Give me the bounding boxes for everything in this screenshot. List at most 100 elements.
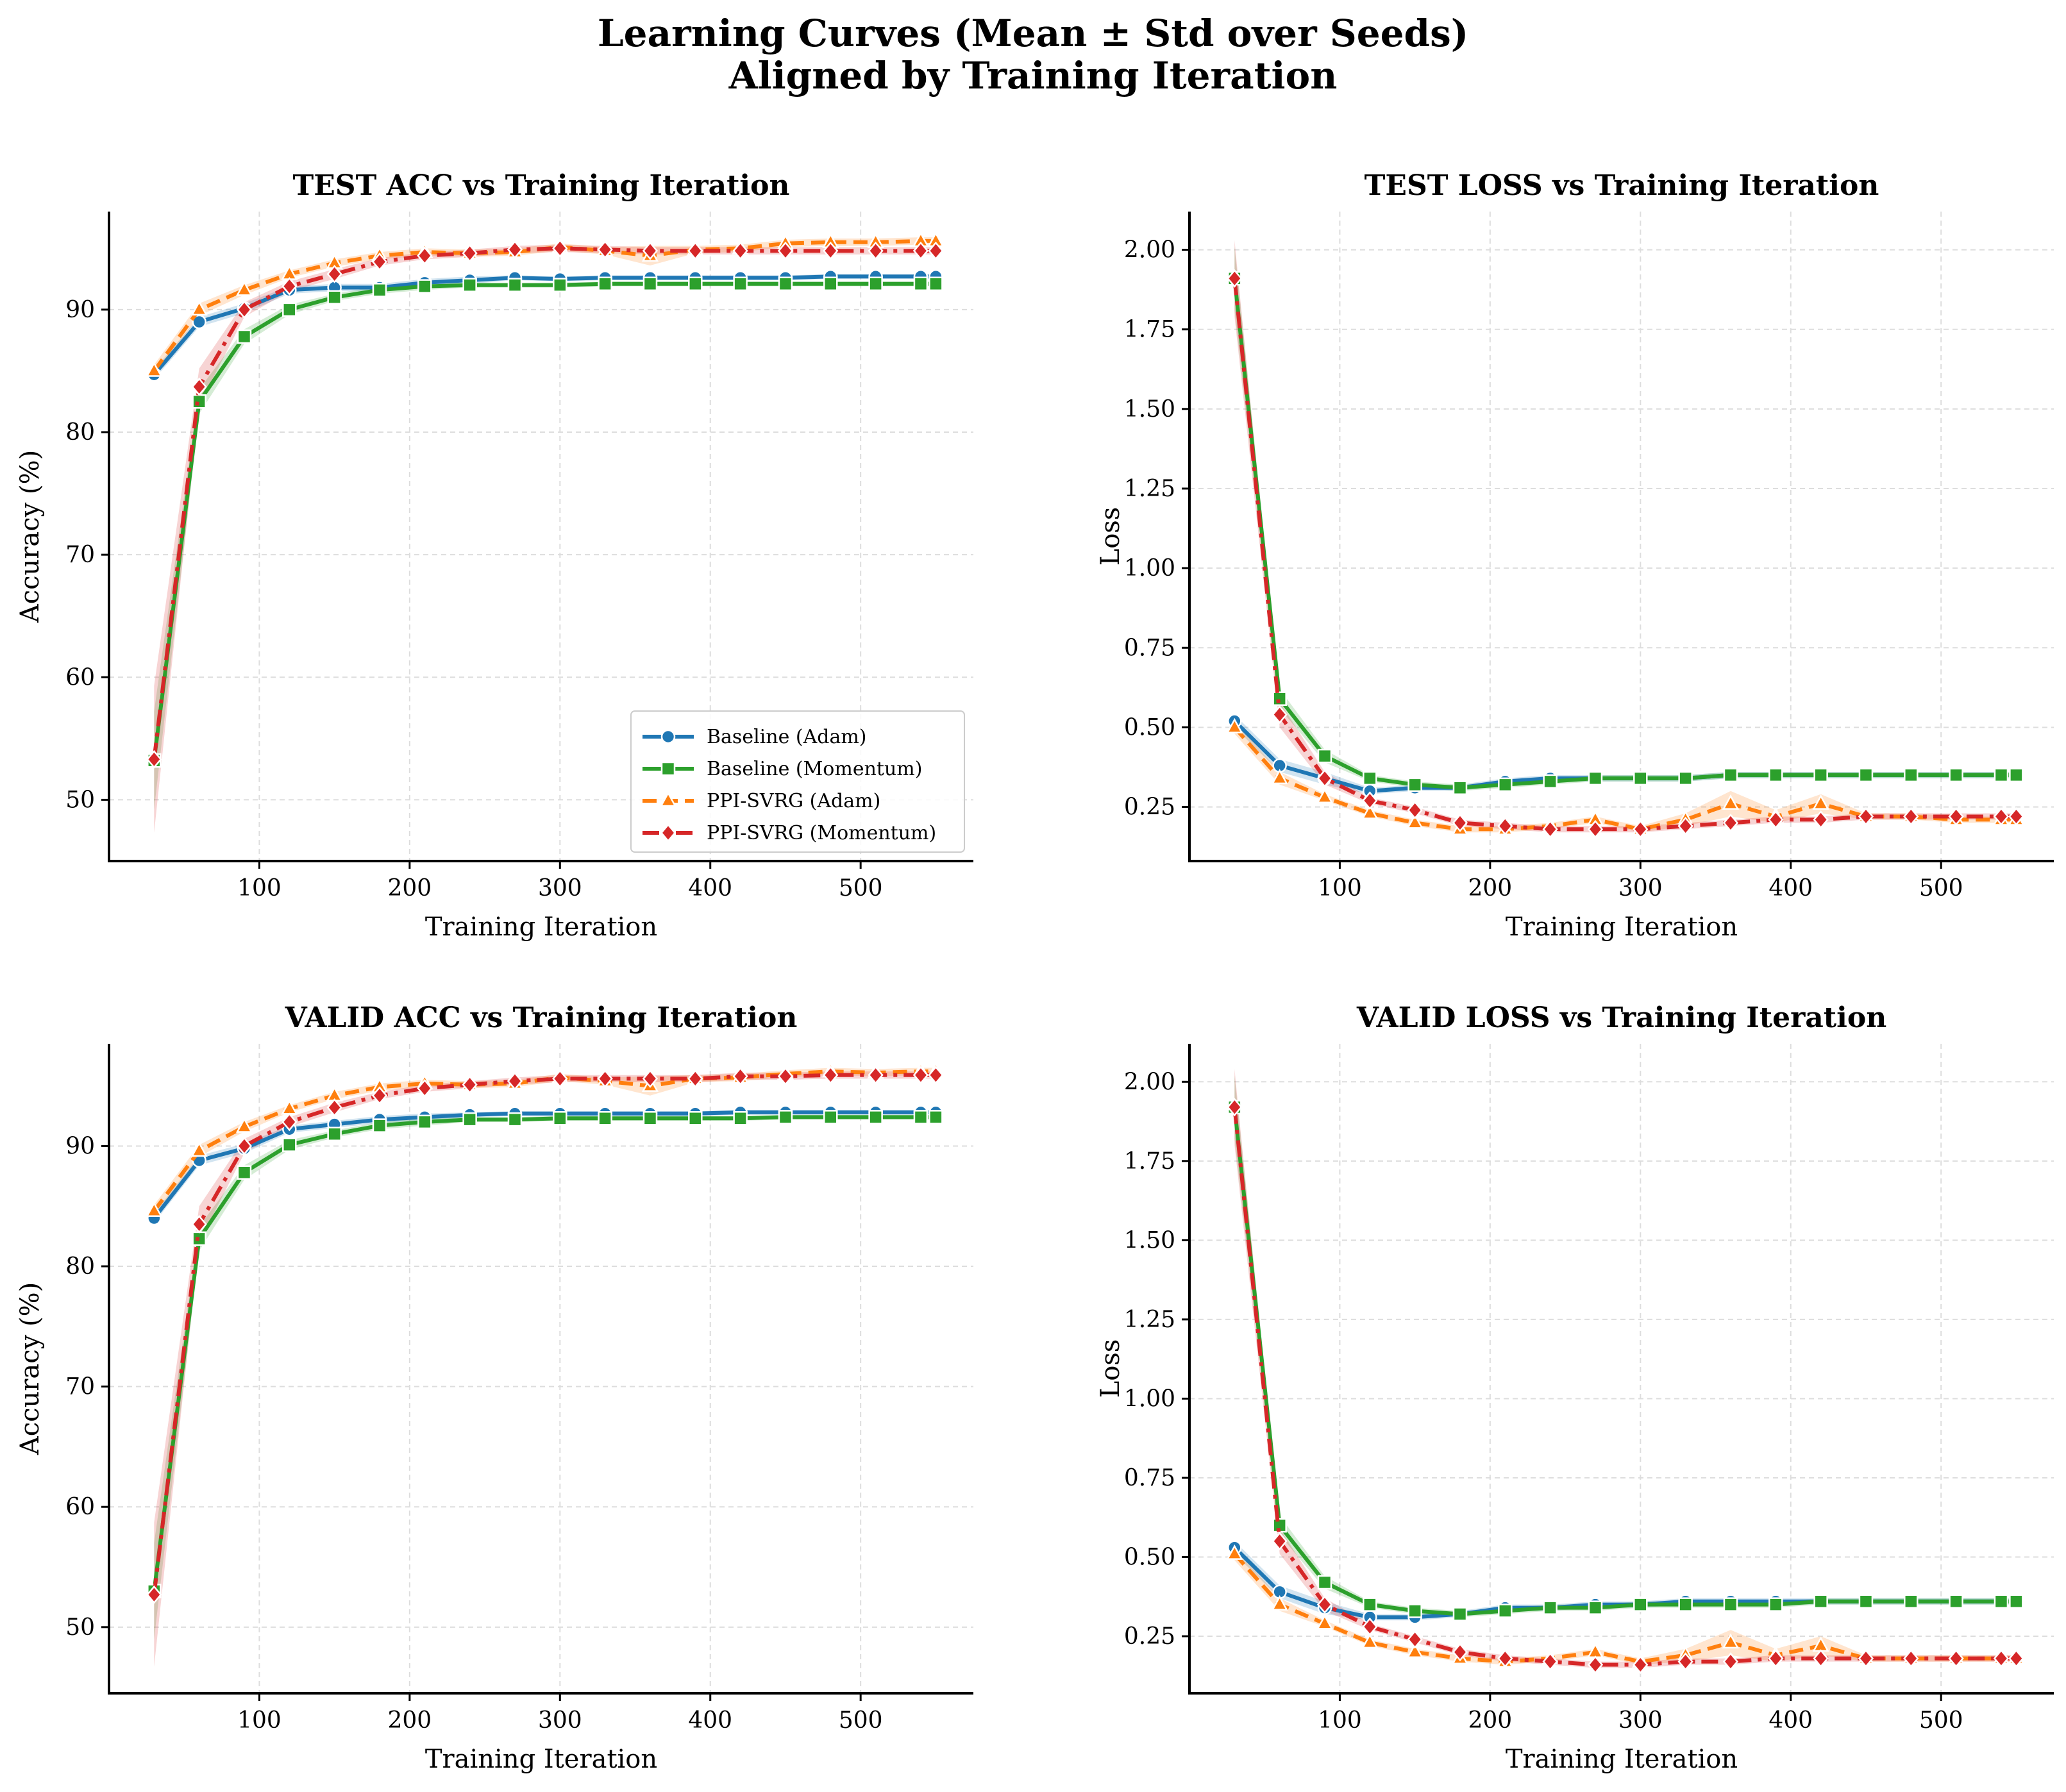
data-point-baseline-momentum <box>688 1111 703 1126</box>
data-point-ppi-svrg-adam <box>1722 794 1740 810</box>
series-baseline-momentum <box>1227 1100 2024 1621</box>
data-point-baseline-momentum <box>462 1112 477 1127</box>
y-tick-label: 1.75 <box>1124 317 1175 343</box>
y-tick-label: 1.75 <box>1124 1148 1175 1175</box>
x-tick-label: 300 <box>1618 1707 1663 1734</box>
panel-test-acc: 100 200 300 400 500 50 60 70 80 90 TEST ACC vs Tra… <box>15 169 973 942</box>
data-point-baseline-momentum <box>1407 777 1422 792</box>
data-point-baseline-momentum <box>1813 1594 1828 1609</box>
panel-title: TEST ACC vs Training Iteration <box>293 169 790 202</box>
data-point-ppi-svrg-adam <box>1812 794 1829 810</box>
data-point-ppi-svrg-momentum <box>868 1066 884 1085</box>
data-point-ppi-svrg-momentum <box>823 1066 839 1085</box>
data-point-baseline-momentum <box>1543 1600 1558 1615</box>
x-tick-label: 400 <box>1768 1707 1813 1734</box>
data-point-baseline-momentum <box>733 1111 748 1126</box>
data-point-ppi-svrg-adam <box>1406 1643 1424 1659</box>
data-point-ppi-svrg-momentum <box>777 1067 794 1086</box>
data-point-ppi-svrg-momentum <box>732 1067 748 1086</box>
data-point-baseline-momentum <box>1363 771 1377 786</box>
data-point-baseline-momentum <box>778 1110 793 1125</box>
y-tick-label: 0.50 <box>1124 714 1175 741</box>
data-point-baseline-momentum <box>598 276 612 292</box>
data-point-baseline-momentum <box>282 1137 297 1152</box>
data-point-baseline-momentum <box>1858 1594 1874 1609</box>
data-point-ppi-svrg-momentum <box>1542 1652 1558 1671</box>
data-point-ppi-svrg-momentum <box>1813 1649 1829 1668</box>
data-point-ppi-svrg-momentum <box>687 241 703 260</box>
data-point-baseline-momentum <box>1904 1594 1919 1609</box>
x-tick-label: 100 <box>1318 875 1362 901</box>
data-point-ppi-svrg-momentum <box>1813 810 1829 829</box>
data-point-baseline-momentum <box>1813 767 1828 783</box>
data-point-baseline-momentum <box>928 1110 943 1125</box>
data-point-baseline-momentum <box>913 276 928 292</box>
std-band-baseline-adam <box>1234 714 2017 794</box>
data-point-baseline-momentum <box>868 276 883 292</box>
legend-label: PPI-SVRG (Momentum) <box>707 822 936 844</box>
data-point-ppi-svrg-momentum <box>552 1069 568 1088</box>
data-point-ppi-svrg-momentum <box>146 1585 162 1604</box>
data-point-ppi-svrg-momentum <box>597 240 613 259</box>
y-tick-label: 0.75 <box>1124 1465 1175 1491</box>
data-point-ppi-svrg-momentum <box>1677 1652 1693 1671</box>
gridlines <box>1189 212 2054 861</box>
data-point-ppi-svrg-adam <box>1316 1614 1334 1630</box>
data-point-baseline-momentum <box>372 283 387 297</box>
data-point-ppi-svrg-momentum <box>1316 1595 1333 1614</box>
x-axis-label: Training Iteration <box>425 1745 657 1774</box>
data-point-ppi-svrg-adam <box>146 361 163 377</box>
data-point-baseline-momentum <box>372 1118 387 1133</box>
data-point-ppi-svrg-momentum <box>1272 705 1288 724</box>
data-point-baseline-momentum <box>1633 771 1648 786</box>
std-band-ppi-svrg-momentum <box>1234 1069 2017 1668</box>
data-point-baseline-momentum <box>1317 748 1332 764</box>
data-point-ppi-svrg-momentum <box>1948 1649 1964 1668</box>
y-tick-label: 1.00 <box>1124 555 1175 582</box>
legend-frame <box>630 710 965 853</box>
series-line-ppi-svrg-momentum <box>1232 1107 2017 1667</box>
data-point-baseline-momentum <box>778 276 793 292</box>
legend-item-ppi-svrg-adam: PPI-SVRG (Adam) <box>642 790 880 812</box>
data-point-baseline-momentum <box>823 1110 838 1125</box>
series-baseline-adam <box>147 1105 943 1226</box>
data-point-ppi-svrg-adam <box>190 1141 208 1157</box>
x-tick-label: 200 <box>1468 875 1513 901</box>
legend-marker <box>660 761 676 776</box>
data-point-ppi-svrg-momentum <box>642 241 659 260</box>
data-point-baseline-momentum <box>642 1111 658 1126</box>
legend-item-ppi-svrg-momentum: PPI-SVRG (Momentum) <box>642 822 936 844</box>
data-point-baseline-momentum <box>823 276 838 292</box>
x-tick-label: 100 <box>1318 1707 1362 1734</box>
gridlines <box>109 1044 973 1693</box>
data-point-baseline-momentum <box>928 276 943 292</box>
data-point-ppi-svrg-adam <box>1271 1595 1288 1611</box>
x-tick-label: 100 <box>237 1707 281 1734</box>
legend-label: PPI-SVRG (Adam) <box>707 790 880 812</box>
series-ppi-svrg-momentum <box>146 1066 944 1604</box>
data-point-baseline-momentum <box>1317 1575 1332 1590</box>
legend-marker <box>660 823 676 842</box>
data-point-ppi-svrg-momentum <box>507 240 523 259</box>
y-tick-label: 0.25 <box>1124 794 1175 821</box>
panel-title: TEST LOSS vs Training Iteration <box>1365 169 1879 202</box>
x-tick-label: 200 <box>1468 1707 1513 1734</box>
data-point-ppi-svrg-momentum <box>552 239 568 258</box>
x-axis-label: Training Iteration <box>425 912 657 942</box>
data-point-ppi-svrg-momentum <box>371 252 388 271</box>
data-point-ppi-svrg-momentum <box>1768 810 1784 829</box>
data-point-baseline-momentum <box>417 1114 432 1130</box>
data-point-ppi-svrg-momentum <box>1722 813 1739 832</box>
data-point-ppi-svrg-momentum <box>928 241 944 260</box>
data-point-ppi-svrg-momentum <box>326 1098 342 1117</box>
data-point-baseline-momentum <box>237 1165 252 1180</box>
data-point-ppi-svrg-momentum <box>1362 1617 1378 1636</box>
data-point-ppi-svrg-momentum <box>1587 819 1604 839</box>
data-point-ppi-svrg-momentum <box>417 246 433 265</box>
y-tick-label: 90 <box>65 1133 95 1159</box>
series-ppi-svrg-momentum <box>1227 269 2024 839</box>
data-point-baseline-momentum <box>1452 780 1468 796</box>
data-point-baseline-momentum <box>1858 767 1874 783</box>
std-band-baseline-momentum <box>1234 1075 2017 1618</box>
